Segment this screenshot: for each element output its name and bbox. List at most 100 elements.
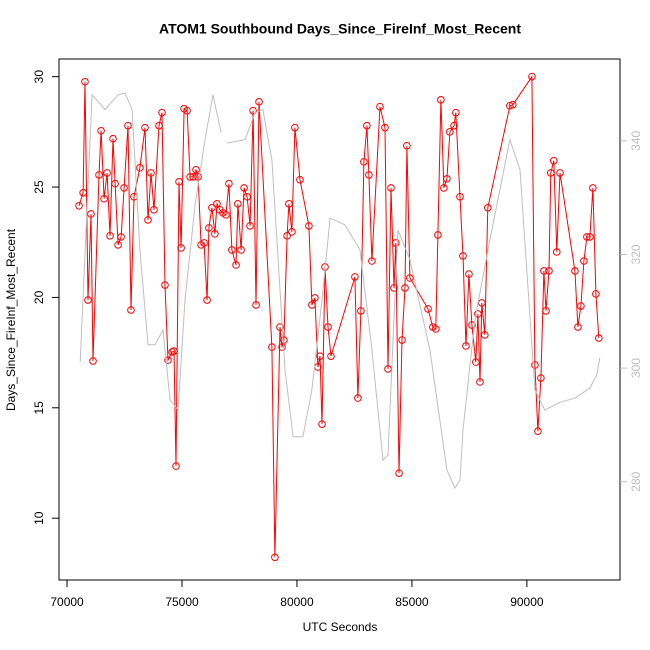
point [194,173,202,181]
y2-tick-label: 320 [629,244,643,264]
point [424,305,432,313]
point [255,98,263,106]
point [211,230,219,238]
point [103,169,111,177]
point [100,194,108,203]
point [398,336,406,344]
y-tick-label: 20 [32,290,46,304]
point [203,296,211,304]
point [296,175,304,184]
point [208,203,216,212]
point [249,106,257,115]
y-tick-label: 10 [32,511,46,525]
point [79,188,87,197]
point [592,290,600,298]
point [395,469,403,477]
point [481,331,489,339]
point [586,233,594,241]
y2-tick-label: 280 [629,471,643,491]
point [268,343,276,351]
point [354,394,362,402]
point [161,281,169,289]
point [381,123,389,132]
x-tick-label: 90000 [510,595,544,609]
point [177,244,185,252]
point [509,100,517,109]
point [189,173,197,181]
y-axis-label: Days_Since_FireInf_Most_Recent [4,228,18,411]
point [392,239,400,247]
point [111,179,119,188]
point [589,184,597,192]
point [205,224,213,232]
point [246,222,254,230]
point [432,325,440,333]
point [117,233,125,241]
series-line [79,92,601,490]
point [363,121,371,130]
x-tick-label: 70000 [50,595,84,609]
point [164,356,172,364]
point [232,261,240,269]
point [75,202,83,210]
point [316,352,324,360]
point [84,296,92,304]
point [537,374,545,382]
point [114,241,122,249]
chart-title: ATOM1 Southbound Days_Since_FireInf_Most… [159,21,521,37]
point [278,343,286,351]
point [545,267,553,275]
point [376,102,384,111]
point [95,171,103,179]
point [155,121,163,130]
point [437,96,445,104]
point [595,334,603,342]
point [81,77,89,86]
point [288,228,296,236]
point [271,553,279,562]
point [243,192,251,201]
point [285,200,293,208]
point [89,357,97,365]
point [136,164,144,172]
y-tick-label: 25 [32,180,46,194]
y2-tick-label: 300 [629,358,643,378]
point [583,233,591,241]
point [531,361,539,369]
x-axis-label: UTC Seconds [303,620,378,634]
x-tick-label: 85000 [395,595,429,609]
point [324,323,332,331]
point [446,128,454,136]
point [170,347,178,355]
point [87,210,95,218]
point [124,121,132,130]
point [283,232,291,240]
point [213,200,221,208]
point [357,307,365,315]
point [574,323,582,331]
point [580,257,588,265]
point [183,106,191,115]
point [252,301,260,309]
point [368,257,376,265]
point [234,200,242,208]
x-tick-label: 80000 [280,595,314,609]
point [556,169,564,177]
y-tick-label: 15 [32,401,46,415]
point [120,184,128,192]
point [186,173,194,181]
plot-frame [58,58,621,581]
y-tick-label: 30 [32,70,46,84]
point [158,108,166,117]
point [571,267,579,275]
point [434,231,442,239]
point [534,427,542,436]
point [459,252,467,260]
point [327,352,335,360]
point [318,420,326,428]
point [472,358,480,366]
point [311,294,319,302]
point [360,158,368,166]
point [540,267,548,275]
point [450,121,458,130]
